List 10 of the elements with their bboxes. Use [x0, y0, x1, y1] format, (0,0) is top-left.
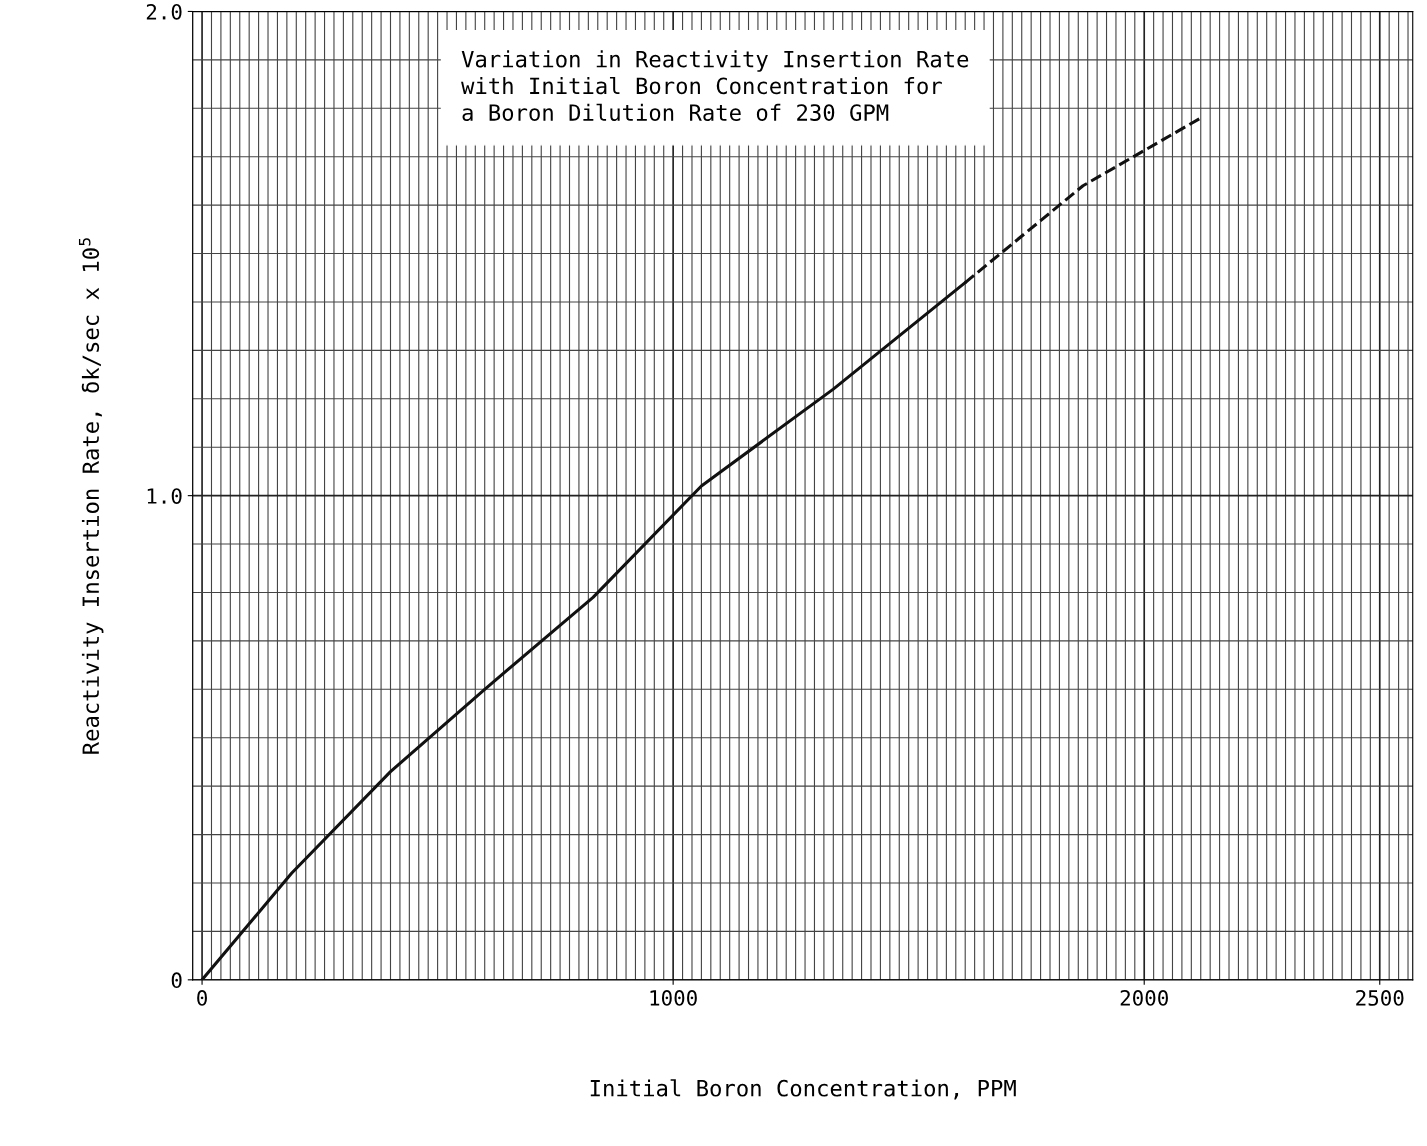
y-axis-title: Reactivity Insertion Rate, δk/sec x 10$^{5}$: [78, 238, 104, 754]
x-tick-label: 2500: [1356, 990, 1404, 1006]
y-tick-label: 1.0: [147, 488, 182, 504]
y-tick-label: 2.0: [146, 3, 182, 20]
x-tick-label: 2000: [1120, 990, 1168, 1006]
x-tick-label: 1000: [650, 990, 697, 1006]
x-axis-title: Initial Boron Concentration, PPM: [590, 1079, 1016, 1100]
text: Variation in Reactivity Insertion Rate with Initial Boron Concentration for a Boron Dilution Rate of 230 GPM: [461, 50, 969, 121]
x-tick-label: 0: [197, 990, 207, 1006]
y-tick-label: 0: [171, 972, 182, 989]
